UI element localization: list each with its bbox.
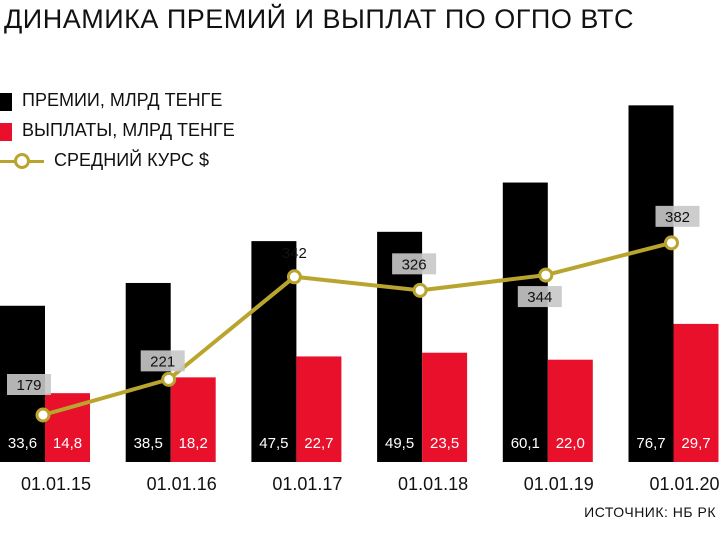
rate-label-box-4 <box>517 286 562 308</box>
rate-label-box-5 <box>655 205 700 227</box>
x-tick-label-4: 01.01.19 <box>524 474 594 494</box>
series-line-rate <box>42 240 672 417</box>
x-tick-label-5: 01.01.20 <box>649 474 719 494</box>
legend-label-premiums: ПРЕМИИ, МЛРД ТЕНГЕ <box>22 90 223 110</box>
data-label-premiums-5: 76,7 <box>636 435 665 452</box>
legend-swatch-premiums <box>0 93 12 111</box>
point-rate-3 <box>412 282 428 298</box>
bar-payouts-4 <box>547 359 593 462</box>
data-label-premiums-1: 38,5 <box>134 435 163 452</box>
data-label-premiums-3: 49,5 <box>385 435 414 452</box>
data-label-rate-3: 326 <box>402 256 427 273</box>
source-note: ИСТОЧНИК: НБ РК <box>584 504 716 520</box>
bar-payouts-1 <box>170 377 216 462</box>
data-label-payouts-0: 14,8 <box>53 435 82 452</box>
bar-premiums-4 <box>502 182 548 462</box>
data-label-rate-2: 342 <box>282 245 307 262</box>
bar-payouts-5 <box>673 323 719 462</box>
data-label-payouts-1: 18,2 <box>179 435 208 452</box>
bar-premiums-1 <box>125 282 171 462</box>
data-label-premiums-4: 60,1 <box>511 435 540 452</box>
x-tick-label-3: 01.01.18 <box>398 474 468 494</box>
point-rate-5 <box>664 235 679 251</box>
x-tick-label-2: 01.01.17 <box>272 474 342 494</box>
point-rate-0 <box>35 407 51 423</box>
data-label-payouts-4: 22,0 <box>556 435 585 452</box>
data-label-rate-1: 221 <box>150 353 175 370</box>
data-label-payouts-3: 23,5 <box>430 435 459 452</box>
legend-marker-rate <box>14 153 30 169</box>
chart-title: ДИНАМИКА ПРЕМИЙ И ВЫПЛАТ ПО ОГПО ВТС <box>4 4 635 34</box>
rate-label-box-0 <box>7 374 51 395</box>
x-tick-label-0: 01.01.15 <box>21 474 91 494</box>
data-label-rate-4: 344 <box>527 289 552 306</box>
bar-payouts-3 <box>422 352 468 462</box>
data-label-rate-0: 179 <box>16 377 41 394</box>
rate-label-box-1 <box>140 350 185 372</box>
rate-label-box-3 <box>392 253 437 275</box>
bar-premiums-5 <box>628 105 674 462</box>
data-label-payouts-5: 29,7 <box>681 435 710 452</box>
x-tick-label-1: 01.01.16 <box>147 474 217 494</box>
point-rate-2 <box>286 269 302 285</box>
legend-label-rate: СРЕДНИЙ КУРС $ <box>54 150 210 170</box>
data-label-premiums-2: 47,5 <box>259 435 288 452</box>
legend-swatch-payouts <box>0 123 12 141</box>
data-label-payouts-2: 22,7 <box>304 435 333 452</box>
point-rate-4 <box>538 267 554 283</box>
legend-label-payouts: ВЫПЛАТЫ, МЛРД ТЕНГЕ <box>22 120 235 140</box>
data-label-rate-5: 382 <box>665 209 690 226</box>
point-rate-1 <box>161 371 177 387</box>
data-label-premiums-0: 33,6 <box>8 435 37 452</box>
bar-payouts-2 <box>296 356 342 462</box>
